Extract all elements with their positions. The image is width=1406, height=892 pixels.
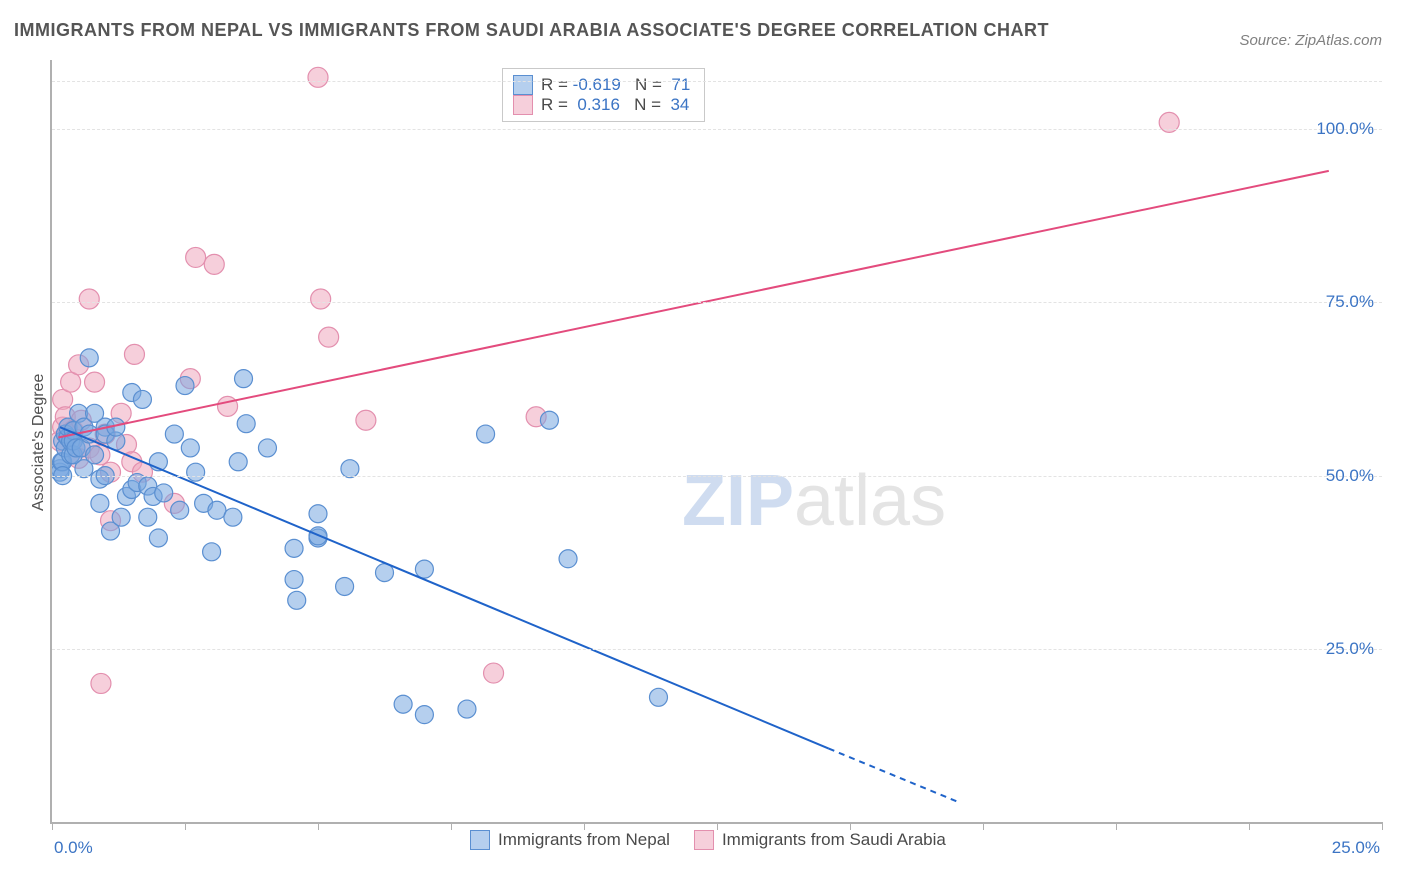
scatter-point bbox=[186, 247, 206, 267]
legend-swatch-b-icon bbox=[513, 95, 533, 115]
scatter-point bbox=[85, 372, 105, 392]
scatter-point bbox=[91, 673, 111, 693]
legend-label-b: Immigrants from Saudi Arabia bbox=[722, 830, 946, 850]
gridline-horizontal bbox=[52, 129, 1382, 130]
legend-r-label: R = bbox=[541, 75, 573, 95]
scatter-point bbox=[203, 543, 221, 561]
y-axis-tick-label: 25.0% bbox=[1326, 639, 1374, 659]
scatter-point bbox=[187, 463, 205, 481]
scatter-point bbox=[171, 501, 189, 519]
scatter-point bbox=[86, 446, 104, 464]
scatter-point bbox=[91, 494, 109, 512]
legend-stats-row-a: R = -0.619 N = 71 bbox=[513, 75, 690, 95]
x-axis-tick bbox=[850, 822, 851, 830]
gridline-horizontal bbox=[52, 649, 1382, 650]
scatter-point bbox=[336, 577, 354, 595]
legend-n-value-a: 71 bbox=[671, 75, 690, 95]
scatter-point bbox=[285, 571, 303, 589]
scatter-point bbox=[356, 410, 376, 430]
y-axis-title: Associate's Degree bbox=[30, 374, 48, 511]
legend-swatch-a-icon bbox=[513, 75, 533, 95]
scatter-point bbox=[309, 505, 327, 523]
scatter-point bbox=[559, 550, 577, 568]
legend-series: Immigrants from Nepal Immigrants from Sa… bbox=[470, 830, 946, 850]
regression-line bbox=[829, 749, 957, 802]
y-axis-tick-label: 100.0% bbox=[1316, 119, 1374, 139]
scatter-point bbox=[79, 289, 99, 309]
x-axis-tick bbox=[1116, 822, 1117, 830]
scatter-point bbox=[540, 411, 558, 429]
scatter-point bbox=[458, 700, 476, 718]
scatter-point bbox=[181, 439, 199, 457]
scatter-point bbox=[229, 453, 247, 471]
scatter-point bbox=[124, 344, 144, 364]
x-axis-tick bbox=[584, 822, 585, 830]
y-axis-tick-label: 50.0% bbox=[1326, 466, 1374, 486]
legend-n-label: N = bbox=[620, 95, 671, 115]
x-axis-tick-first: 0.0% bbox=[54, 838, 93, 858]
scatter-point bbox=[224, 508, 242, 526]
legend-item-b: Immigrants from Saudi Arabia bbox=[694, 830, 946, 850]
source-attribution: Source: ZipAtlas.com bbox=[1239, 32, 1382, 49]
chart-container: { "title": { "text": "IMMIGRANTS FROM NE… bbox=[0, 0, 1406, 892]
legend-label-a: Immigrants from Nepal bbox=[498, 830, 670, 850]
scatter-point bbox=[237, 415, 255, 433]
scatter-point bbox=[319, 327, 339, 347]
scatter-point bbox=[165, 425, 183, 443]
scatter-point bbox=[80, 349, 98, 367]
legend-r-label: R = bbox=[541, 95, 577, 115]
gridline-horizontal bbox=[52, 476, 1382, 477]
scatter-point bbox=[176, 377, 194, 395]
scatter-point bbox=[204, 254, 224, 274]
scatter-point bbox=[285, 539, 303, 557]
scatter-point bbox=[311, 289, 331, 309]
scatter-point bbox=[484, 663, 504, 683]
legend-stats-row-b: R = 0.316 N = 34 bbox=[513, 95, 690, 115]
scatter-point bbox=[415, 560, 433, 578]
scatter-point bbox=[155, 484, 173, 502]
scatter-point bbox=[133, 390, 151, 408]
x-axis-tick-last: 25.0% bbox=[1332, 838, 1380, 858]
legend-n-label: N = bbox=[621, 75, 672, 95]
scatter-point bbox=[139, 508, 157, 526]
svg-layer bbox=[52, 60, 1382, 822]
scatter-point bbox=[649, 688, 667, 706]
scatter-point bbox=[394, 695, 412, 713]
legend-swatch-b-icon bbox=[694, 830, 714, 850]
scatter-point bbox=[308, 67, 328, 87]
scatter-point bbox=[218, 396, 238, 416]
legend-stats-box: R = -0.619 N = 71 R = 0.316 N = 34 bbox=[502, 68, 705, 122]
scatter-point bbox=[415, 706, 433, 724]
scatter-point bbox=[208, 501, 226, 519]
x-axis-tick bbox=[52, 822, 53, 830]
legend-n-value-b: 34 bbox=[670, 95, 689, 115]
gridline-horizontal bbox=[52, 302, 1382, 303]
x-axis-tick bbox=[451, 822, 452, 830]
legend-r-value-b: 0.316 bbox=[577, 95, 620, 115]
scatter-point bbox=[477, 425, 495, 443]
chart-title: IMMIGRANTS FROM NEPAL VS IMMIGRANTS FROM… bbox=[14, 20, 1049, 41]
x-axis-tick bbox=[318, 822, 319, 830]
x-axis-tick bbox=[1382, 822, 1383, 830]
x-axis-tick bbox=[717, 822, 718, 830]
y-axis-tick-label: 75.0% bbox=[1326, 292, 1374, 312]
scatter-point bbox=[149, 529, 167, 547]
scatter-point bbox=[112, 508, 130, 526]
plot-area: ZIPatlas R = -0.619 N = 71 R = 0.316 N =… bbox=[50, 60, 1382, 824]
scatter-point bbox=[235, 370, 253, 388]
regression-line bbox=[58, 171, 1328, 438]
x-axis-tick bbox=[1249, 822, 1250, 830]
scatter-point bbox=[288, 591, 306, 609]
legend-item-a: Immigrants from Nepal bbox=[470, 830, 670, 850]
x-axis-tick bbox=[185, 822, 186, 830]
legend-r-value-a: -0.619 bbox=[573, 75, 621, 95]
x-axis-tick bbox=[983, 822, 984, 830]
gridline-horizontal bbox=[52, 81, 1382, 82]
legend-swatch-a-icon bbox=[470, 830, 490, 850]
scatter-point bbox=[258, 439, 276, 457]
